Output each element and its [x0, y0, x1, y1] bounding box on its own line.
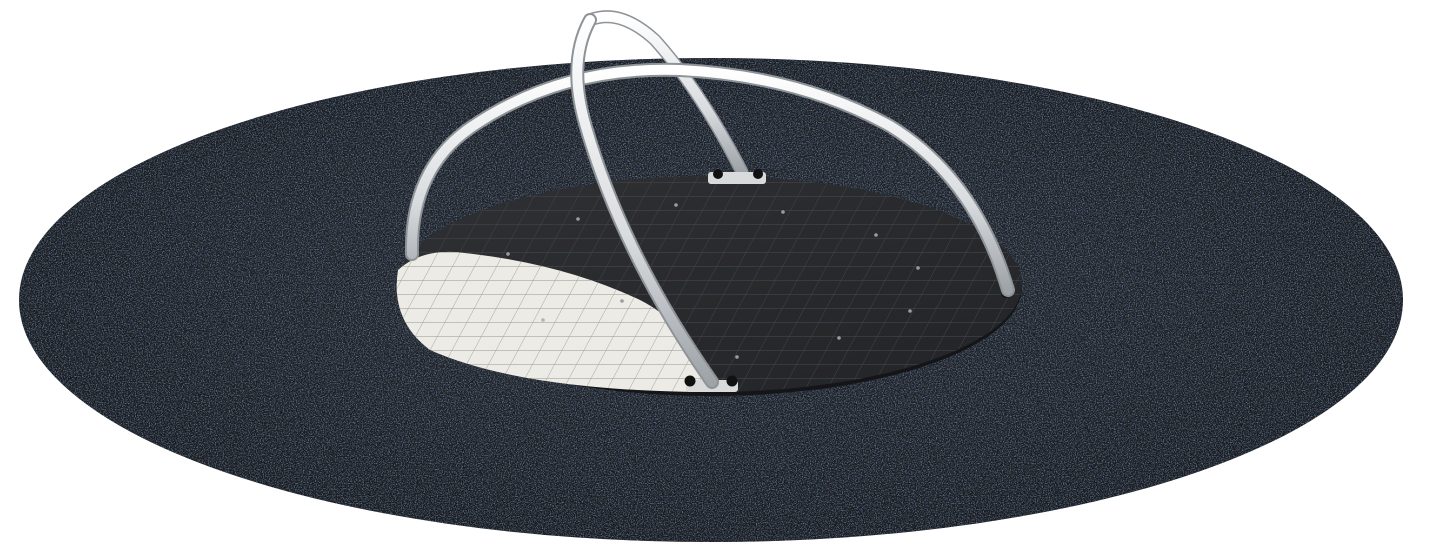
- panel-screws: [506, 203, 920, 359]
- main-arch: [404, 62, 1015, 297]
- rear-arch: [583, 10, 749, 179]
- diagonal-arch: [570, 13, 719, 389]
- platform-disc: [396, 176, 1022, 396]
